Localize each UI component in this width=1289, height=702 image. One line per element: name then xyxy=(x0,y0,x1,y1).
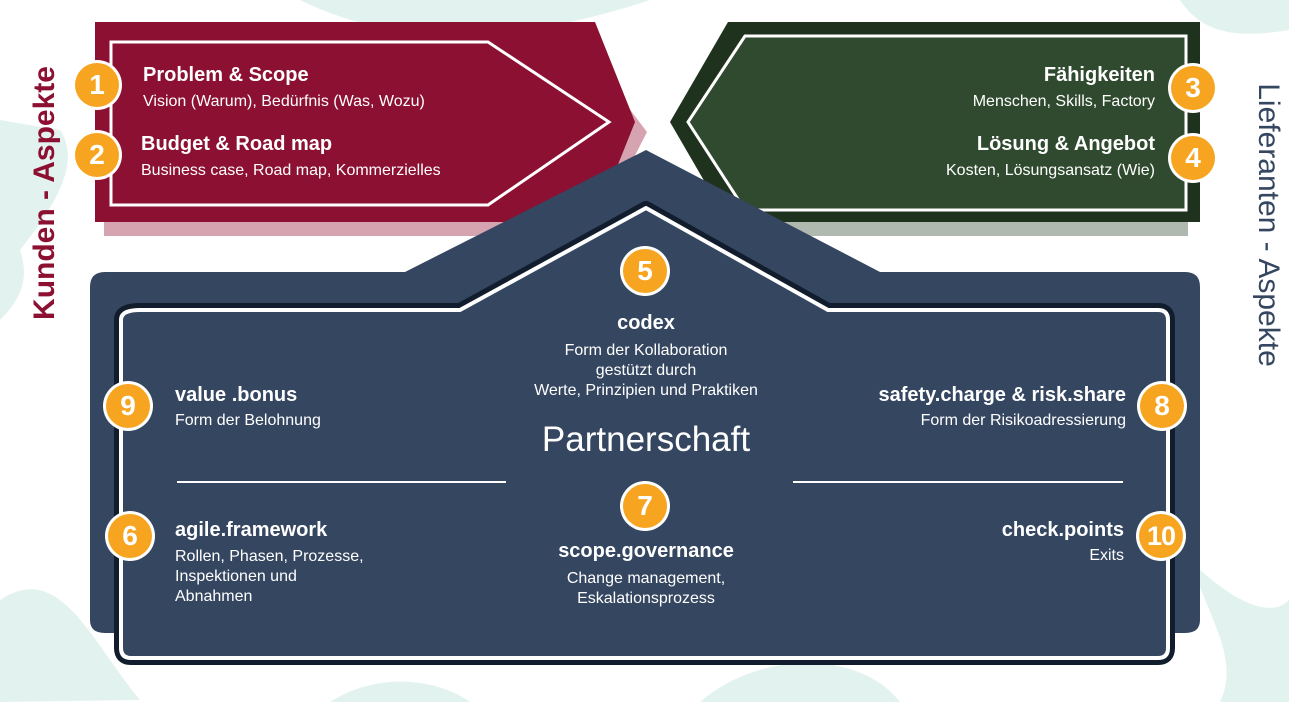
check-points-title: check.points xyxy=(1001,519,1124,541)
customer-arrow xyxy=(95,22,647,236)
safety-charge-title: safety.charge & risk.share xyxy=(878,384,1126,406)
codex-sub-line-1: Form der Kollaboration xyxy=(564,342,728,359)
divider-right xyxy=(793,481,1123,483)
agile-framework-title: agile.framework xyxy=(175,519,328,541)
agile-sub-line-3: Abnahmen xyxy=(175,588,253,605)
badge-5: 5 xyxy=(623,249,667,293)
safety-charge-sub: Form der Risikoadressierung xyxy=(920,412,1126,429)
codex-sub: Form der Kollaboration gestützt durch We… xyxy=(476,341,816,401)
budget-roadmap-sub: Business case, Road map, Kommerzielles xyxy=(141,162,441,179)
badge-9: 9 xyxy=(106,384,150,428)
partnership-house xyxy=(90,150,1200,665)
supplier-aspects-label: Lieferanten - Aspekte xyxy=(1252,83,1285,367)
capabilities-sub: Menschen, Skills, Factory xyxy=(972,93,1155,110)
scope-sub-line-2: Eskalationsprozess xyxy=(577,590,715,607)
codex-sub-line-3: Werte, Prinzipien und Praktiken xyxy=(534,382,758,399)
badge-7: 7 xyxy=(623,484,667,528)
agile-sub-line-2: Inspektionen und xyxy=(175,568,297,585)
value-bonus-sub: Form der Belohnung xyxy=(175,412,321,429)
solution-offer-sub: Kosten, Lösungsansatz (Wie) xyxy=(946,162,1155,179)
problem-scope-sub: Vision (Warum), Bedürfnis (Was, Wozu) xyxy=(143,93,425,110)
budget-roadmap-title: Budget & Road map xyxy=(141,133,333,155)
divider-left xyxy=(177,481,506,483)
solution-offer-title: Lösung & Angebot xyxy=(976,133,1155,155)
supplier-arrow xyxy=(670,22,1200,236)
partnership-title: Partnerschaft xyxy=(541,420,751,459)
customer-aspects-label: Kunden - Aspekte xyxy=(28,66,61,320)
scope-governance-sub: Change management, Eskalationsprozess xyxy=(476,569,816,609)
scope-governance-title: scope.governance xyxy=(558,540,734,562)
capabilities-title: Fähigkeiten xyxy=(1043,64,1155,86)
badge-6: 6 xyxy=(108,514,152,558)
badge-1: 1 xyxy=(75,63,119,107)
scope-sub-line-1: Change management, xyxy=(566,570,726,587)
badge-10: 10 xyxy=(1139,514,1183,558)
badge-2: 2 xyxy=(75,133,119,177)
agile-framework-sub: Rollen, Phasen, Prozesse, Inspektionen u… xyxy=(175,547,435,607)
codex-sub-line-2: gestützt durch xyxy=(595,362,697,379)
badge-3: 3 xyxy=(1171,66,1215,110)
badge-8: 8 xyxy=(1140,384,1184,428)
badge-4: 4 xyxy=(1171,136,1215,180)
value-bonus-title: value .bonus xyxy=(175,384,298,406)
problem-scope-title: Problem & Scope xyxy=(143,64,309,86)
agile-sub-line-1: Rollen, Phasen, Prozesse, xyxy=(175,548,364,565)
codex-title: codex xyxy=(617,312,675,334)
check-points-sub: Exits xyxy=(1089,547,1124,564)
